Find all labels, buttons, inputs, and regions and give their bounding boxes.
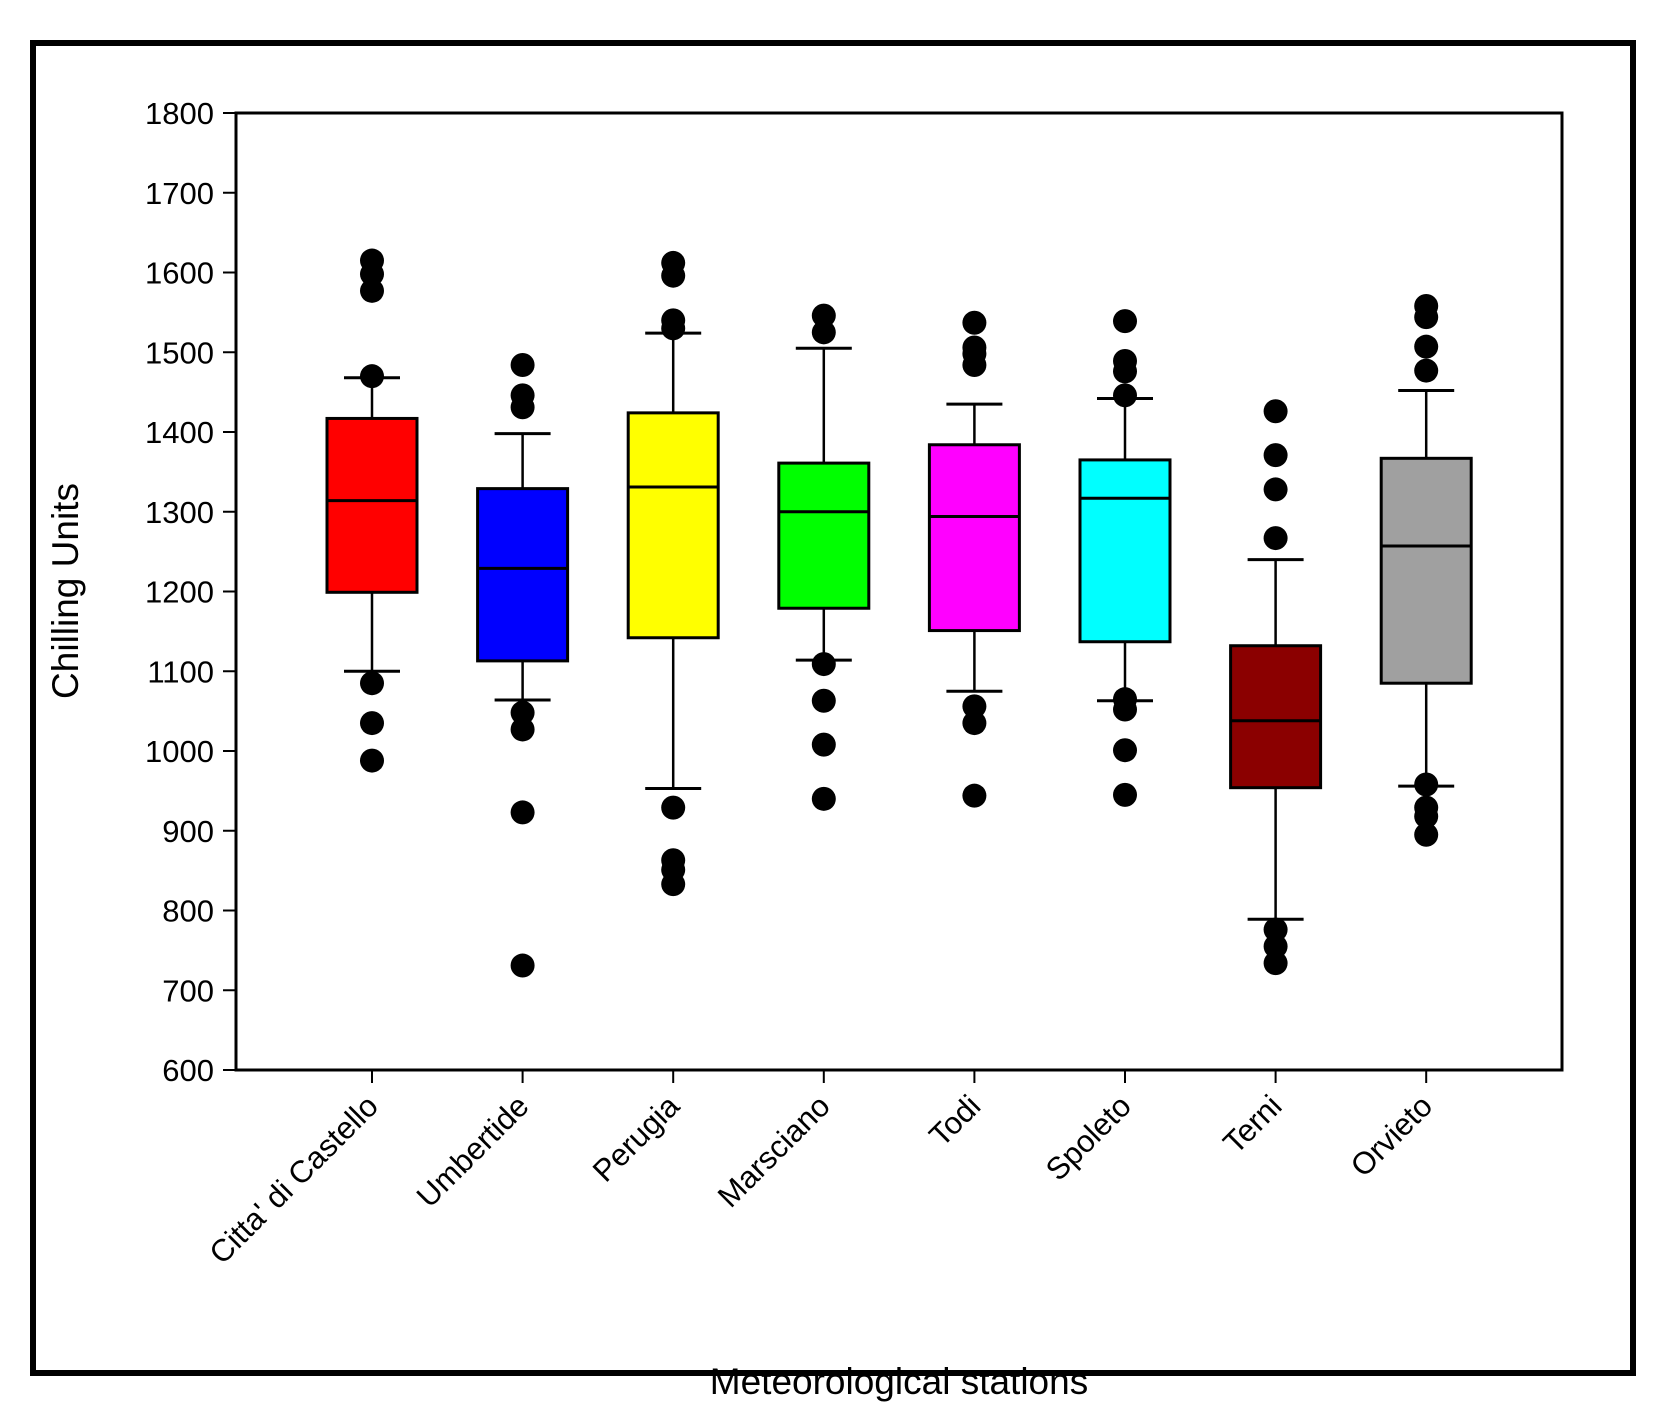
outlier-point: [1263, 443, 1288, 468]
x-axis-title: Meteorological stations: [710, 1361, 1088, 1402]
outlier-point: [811, 786, 836, 811]
outlier-point: [360, 748, 384, 773]
outlier-point: [811, 320, 836, 345]
outlier-point: [360, 262, 384, 287]
outlier-point: [811, 652, 836, 677]
iqr-box: [626, 411, 720, 640]
outlier-point: [1263, 477, 1288, 502]
y-tick-label: 1400: [145, 415, 214, 450]
outlier-point: [1414, 822, 1439, 847]
outlier-point: [360, 278, 384, 303]
outlier-point: [661, 316, 686, 341]
outlier-point: [1113, 383, 1137, 408]
box-todi: [927, 310, 1021, 808]
y-tick-label: 800: [162, 894, 214, 929]
iqr-box: [1078, 458, 1172, 644]
outlier-point: [510, 353, 535, 378]
outlier-point: [811, 732, 836, 757]
box-umbertide: [476, 353, 570, 978]
x-category-labels: Citta' di Castello Umbertide Perugia Marsci…: [203, 1070, 1439, 1271]
outlier-point: [661, 872, 686, 897]
outlier-point: [962, 694, 987, 719]
outlier-point: [661, 795, 686, 820]
x-category-label: Spoleto: [1039, 1088, 1138, 1187]
boxes: [325, 248, 1473, 978]
x-category-label: Citta' di Castello: [203, 1088, 385, 1270]
outlier-point: [1414, 334, 1439, 359]
outlier-point: [962, 353, 987, 378]
outlier-point: [1263, 917, 1288, 942]
outlier-point: [1113, 697, 1137, 722]
outlier-point: [1113, 738, 1137, 763]
outlier-point: [661, 263, 686, 288]
iqr-box: [1379, 456, 1473, 685]
box-orvieto: [1379, 293, 1473, 847]
y-tick-label: 1000: [145, 734, 214, 769]
x-category-label: Terni: [1216, 1088, 1288, 1160]
box-terni: [1229, 399, 1323, 976]
plot-area-border: [234, 111, 1564, 1072]
y-tick-label: 600: [162, 1053, 214, 1088]
y-tick-label: 1200: [145, 575, 214, 610]
x-category-label: Umbertide: [410, 1088, 536, 1214]
y-tick-label: 900: [162, 814, 214, 849]
box-perugia: [626, 250, 720, 897]
outlier-point: [1263, 399, 1288, 424]
box-marsciano: [777, 303, 871, 811]
y-tick-label: 1100: [147, 654, 214, 689]
outlier-point: [360, 364, 384, 389]
outlier-point: [1414, 772, 1439, 797]
outlier-point: [962, 783, 987, 808]
outlier-point: [1414, 358, 1439, 383]
y-tick-label: 1800: [145, 96, 214, 131]
outlier-point: [1113, 782, 1137, 807]
y-axis-title: Chilling Units: [45, 483, 86, 699]
x-category-label: Todi: [922, 1088, 987, 1153]
outlier-point: [811, 303, 836, 328]
outlier-point: [510, 953, 535, 978]
outlier-point: [1263, 934, 1288, 959]
y-ticks: 600 700 800 900 1000 1100 1200 1300 1400 1500 1600…: [145, 96, 236, 1088]
outlier-point: [962, 711, 987, 736]
outlier-point: [1263, 526, 1288, 551]
y-tick-label: 1300: [145, 495, 214, 530]
box-spoleto: [1078, 309, 1172, 807]
outlier-point: [1414, 305, 1439, 330]
outlier-point: [360, 711, 384, 736]
outlier-point: [1113, 359, 1137, 384]
outlier-point: [1263, 951, 1288, 976]
iqr-box: [1229, 644, 1323, 790]
iqr-box: [476, 487, 570, 663]
y-tick-label: 1500: [145, 335, 214, 370]
outlier-point: [510, 800, 535, 825]
iqr-box: [927, 443, 1021, 633]
outlier-point: [811, 688, 836, 713]
outlier-point: [510, 700, 535, 725]
outlier-point: [962, 310, 987, 335]
x-category-label: Perugia: [586, 1088, 687, 1189]
outlier-point: [1113, 309, 1137, 334]
outlier-point: [510, 395, 535, 420]
y-tick-label: 700: [162, 973, 214, 1008]
x-category-label: Marsciano: [711, 1088, 837, 1214]
x-category-label: Orvieto: [1344, 1088, 1439, 1183]
outlier-point: [360, 671, 384, 696]
box-citta-di-castello: [325, 248, 419, 773]
y-tick-label: 1700: [145, 176, 214, 211]
iqr-box: [325, 416, 419, 594]
outlier-point: [510, 717, 535, 742]
outlier-point: [1414, 804, 1439, 829]
y-tick-label: 1600: [145, 256, 214, 291]
iqr-box: [777, 461, 871, 610]
